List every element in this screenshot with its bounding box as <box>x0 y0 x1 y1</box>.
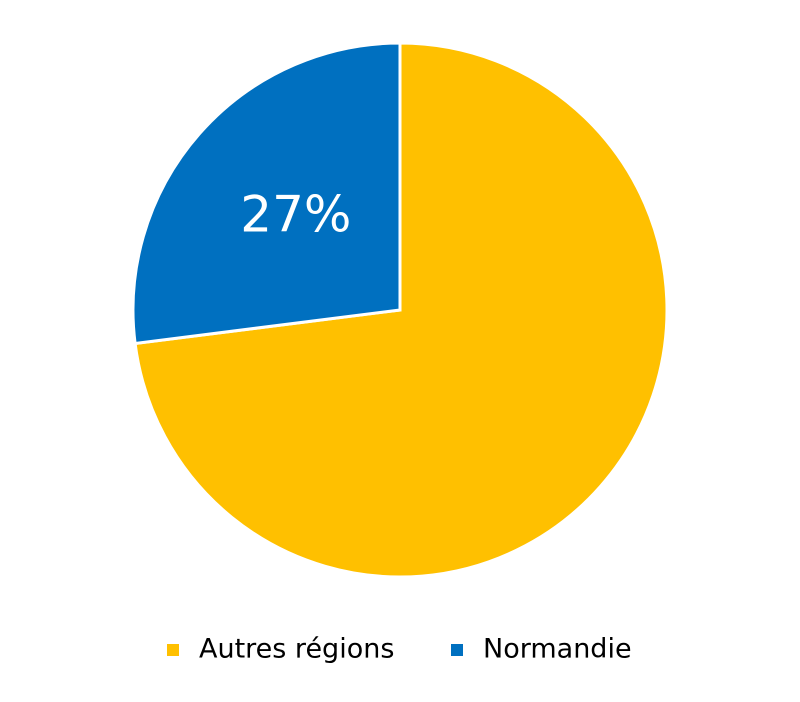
pie-slice <box>131 41 402 346</box>
legend-label: Normandie <box>483 634 632 665</box>
legend-label: Autres régions <box>199 634 394 665</box>
legend-swatch <box>167 644 179 656</box>
legend-swatch <box>451 644 463 656</box>
data-label: 27% <box>240 186 351 244</box>
